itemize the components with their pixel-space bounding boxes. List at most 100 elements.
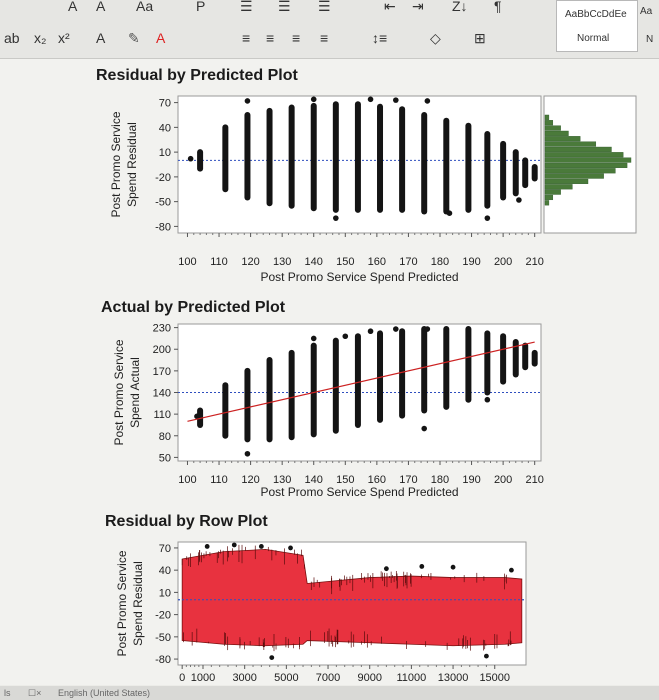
data-point — [424, 326, 431, 332]
outlier-point — [231, 542, 237, 548]
style-normal-card[interactable]: AaBbCcDdEe Normal — [556, 0, 638, 52]
y-axis-label: Post Promo Service — [112, 339, 126, 445]
histogram-bar — [544, 173, 604, 179]
language-icon[interactable]: ☐× — [28, 688, 42, 698]
style-next-sample[interactable]: Aa — [640, 6, 653, 17]
x-tick-label: 160 — [368, 256, 386, 268]
y-tick-label: 170 — [153, 366, 171, 378]
ribbon-tool-1[interactable]: ab — [4, 30, 20, 46]
histogram-bar — [544, 152, 624, 158]
ribbon-tool-7[interactable]: ≡ — [242, 30, 251, 46]
y-tick-label: 40 — [159, 565, 171, 577]
x-tick-label: 110 — [210, 474, 228, 486]
histogram-bar — [544, 141, 597, 147]
data-point — [367, 328, 374, 335]
y-axis-label: Post Promo Service — [109, 111, 123, 217]
data-point — [244, 98, 251, 104]
x-tick-label: 190 — [462, 256, 480, 268]
x-axis-label: Post Promo Service Spend Predicted — [260, 270, 458, 284]
ribbon-button-8[interactable]: ⇤ — [384, 0, 396, 14]
ribbon-tool-9[interactable]: ≡ — [292, 30, 301, 46]
histogram-bar — [544, 162, 628, 168]
x-tick-label: 190 — [462, 474, 480, 486]
x-tick-label: 5000 — [274, 672, 298, 684]
x-tick-label: 130 — [273, 474, 291, 486]
x-tick-label: 100 — [178, 474, 196, 486]
ribbon-row-font: ab x₂ x² A ✎ A ≡ ≡ ≡ ≡ ↕≡ ◇ ⊞ — [0, 28, 540, 52]
x-tick-label: 140 — [305, 474, 323, 486]
ribbon-button-9[interactable]: ⇥ — [412, 0, 424, 14]
data-point — [244, 450, 251, 457]
outlier-point — [258, 544, 264, 549]
histogram-bar — [544, 120, 554, 126]
style-name-label: Normal — [577, 33, 610, 44]
x-tick-label: 15000 — [479, 672, 510, 684]
y-tick-label: -80 — [155, 654, 171, 666]
y-tick-label: -20 — [155, 610, 171, 622]
x-tick-label: 3000 — [232, 672, 256, 684]
y-axis-label: Spend Residual — [125, 122, 139, 207]
data-point — [310, 96, 317, 103]
y-tick-label: 50 — [159, 452, 171, 464]
chart-3-title: Residual by Row Plot — [105, 513, 268, 530]
ribbon-tool-8[interactable]: ≡ — [266, 30, 275, 46]
ribbon-tool-3[interactable]: x² — [58, 30, 70, 46]
chart-1-title: Residual by Predicted Plot — [96, 67, 298, 84]
chart-1: 70 40 10 -20 -50 -80 100 110 120 130 140 150 160 170 1… — [109, 95, 637, 284]
ribbon-tool-10[interactable]: ≡ — [320, 30, 329, 46]
x-tick-label: 180 — [431, 256, 449, 268]
outlier-point — [450, 564, 456, 570]
word-ribbon: A A Aa P ☰ ☰ ☰ ⇤ ⇥ Z↓ ¶ ab x₂ x² A ✎ A ≡ ≡ ≡ ≡ ↕≡ ◇ ⊞ AaBbCcDd… — [0, 0, 659, 59]
x-tick-label: 130 — [273, 256, 291, 268]
x-tick-label: 200 — [494, 474, 512, 486]
ribbon-tool-4[interactable]: A — [96, 30, 106, 46]
x-tick-label: 150 — [336, 474, 354, 486]
data-point — [393, 326, 399, 332]
ribbon-tool-2[interactable]: x₂ — [34, 30, 47, 46]
chart-2: 230 200 170 140 110 80 50 100 110 120 130 140 150 160… — [112, 323, 544, 499]
data-point — [367, 96, 374, 103]
data-point — [522, 161, 529, 168]
style-next-name[interactable]: N — [646, 34, 654, 45]
ribbon-tool-5[interactable]: ✎ — [128, 30, 140, 46]
style-sample-text: AaBbCcDdEe — [565, 9, 627, 20]
ribbon-button-6[interactable]: ☰ — [278, 0, 291, 14]
ribbon-tool-12[interactable]: ◇ — [430, 30, 441, 46]
status-left: ls — [4, 688, 11, 698]
ribbon-button-5[interactable]: ☰ — [240, 0, 253, 14]
x-tick-label: 170 — [399, 256, 417, 268]
ribbon-button-3[interactable]: Aa — [136, 0, 154, 14]
data-point — [187, 155, 194, 162]
y-tick-label: 10 — [159, 587, 171, 599]
y-tick-label: 110 — [153, 409, 171, 421]
data-point — [484, 215, 491, 221]
ribbon-button-7[interactable]: ☰ — [318, 0, 331, 14]
outlier-point — [383, 566, 389, 572]
outlier-point — [204, 544, 210, 549]
ribbon-tool-6[interactable]: A — [156, 30, 166, 46]
outlier-point — [269, 655, 275, 660]
ribbon-button-2[interactable]: A — [96, 0, 106, 14]
data-point — [342, 333, 349, 340]
x-tick-label: 210 — [526, 474, 544, 486]
ribbon-tool-11[interactable]: ↕≡ — [372, 30, 388, 46]
x-tick-label: 210 — [526, 256, 544, 268]
ribbon-tool-13[interactable]: ⊞ — [474, 30, 486, 46]
y-tick-label: 80 — [159, 431, 171, 443]
x-tick-label: 110 — [210, 256, 228, 268]
y-axis-label: Spend Residual — [131, 561, 145, 646]
x-tick-label: 0 — [179, 672, 185, 684]
data-point — [393, 97, 399, 103]
data-point — [516, 197, 522, 203]
ribbon-button-1[interactable]: A — [68, 0, 78, 14]
language-label[interactable]: English (United States) — [58, 688, 151, 698]
ribbon-button-10[interactable]: Z↓ — [452, 0, 468, 14]
x-tick-label: 13000 — [438, 672, 469, 684]
ribbon-button-4[interactable]: P — [196, 0, 206, 14]
outlier-point — [484, 653, 489, 659]
histogram-bar — [544, 114, 550, 120]
y-tick-label: 140 — [153, 388, 171, 400]
x-tick-label: 120 — [241, 256, 259, 268]
ribbon-button-11[interactable]: ¶ — [494, 0, 502, 14]
data-point — [310, 335, 317, 342]
